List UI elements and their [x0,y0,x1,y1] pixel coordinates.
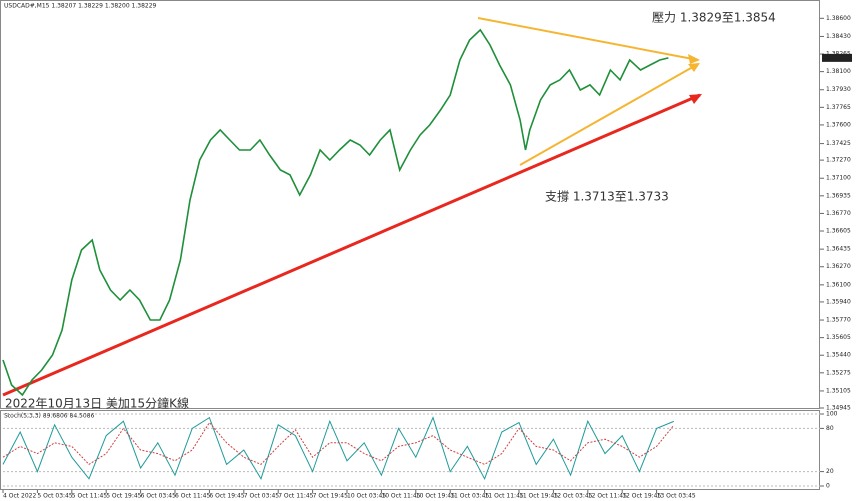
x-tick-label: 7 Oct 19:45 [313,493,348,500]
y-tick-label: 1.36935 [826,192,851,199]
y-tick-label: 1.37765 [826,104,851,111]
y-tick-label: 1.38430 [826,33,851,40]
x-tick-label: 6 Oct 19:45 [209,493,244,500]
y-tick-label: 0 [826,483,830,490]
resistance-note: 壓力 1.3829至1.3854 [652,11,776,25]
x-tick-label: 13 Oct 03:45 [657,493,696,500]
upper-triangle-line [477,17,699,61]
y-tick-label: 1.38100 [826,68,851,75]
y-tick-label: 1.35605 [826,334,851,341]
lower-triangle-line [519,63,699,166]
y-tick-label: 1.37930 [826,86,851,93]
x-tick-label: 12 Oct 03:45 [553,493,592,500]
y-tick-label: 20 [826,468,834,475]
x-tick-label: 10 Oct 19:45 [416,493,455,500]
support-note: 支撐 1.3713至1.3733 [545,190,669,204]
y-tick-label: 1.35105 [826,387,851,394]
x-tick-label: 7 Oct 03:45 [244,493,279,500]
y-tick-label: 1.37425 [826,140,851,147]
x-tick-label: 6 Oct 03:45 [141,493,176,500]
x-tick-label: 11 Oct 11:45 [485,493,524,500]
stoch-header: Stoch(5,3,3) 89.6806 84.5086 [4,413,95,420]
x-tick-label: 11 Oct 19:45 [519,493,558,500]
y-tick-label: 1.36270 [826,263,851,270]
price-tag [822,53,852,62]
y-tick-label: 80 [826,425,834,432]
x-tick-label: 10 Oct 11:45 [381,493,420,500]
y-tick-label: 1.37270 [826,157,851,164]
y-tick-label: 1.34945 [826,405,851,412]
x-tick-label: 12 Oct 19:45 [622,493,661,500]
x-tick-label: 11 Oct 03:45 [450,493,489,500]
x-tick-label: 12 Oct 11:45 [588,493,627,500]
arrow-head [688,54,700,64]
symbol-header: USDCAD#,M15 1.38207 1.38229 1.38200 1.38… [4,3,157,10]
arrow-head [689,94,702,104]
y-tick-label: 1.35275 [826,369,851,376]
price-tag-label: 1.38229 [825,54,850,61]
support-trendline [2,93,701,397]
series-line [2,28,669,397]
series-line [2,421,675,466]
y-tick-label: 1.36435 [826,246,851,253]
y-tick-label: 100 [826,411,838,418]
y-tick-label: 1.36100 [826,281,851,288]
x-tick-label: 5 Oct 03:45 [37,493,72,500]
price-frame [0,0,820,409]
x-tick-label: 4 Oct 2022 [3,493,36,500]
y-tick-label: 1.35770 [826,317,851,324]
y-tick-label: 1.36770 [826,210,851,217]
stoch-frame [0,410,820,490]
y-tick-label: 1.36605 [826,228,851,235]
x-tick-label: 6 Oct 11:45 [175,493,210,500]
arrow-head [688,63,700,72]
x-tick-label: 10 Oct 03:45 [347,493,386,500]
y-tick-label: 1.37100 [826,175,851,182]
series-line [2,416,674,481]
chart-title: 2022年10月13日 美加15分鐘K線 [5,396,189,411]
x-tick-label: 5 Oct 11:45 [72,493,107,500]
y-tick-label: 1.35940 [826,298,851,305]
x-tick-label: 5 Oct 19:45 [106,493,141,500]
y-tick-label: 1.35440 [826,352,851,359]
y-tick-label: 1.37600 [826,121,851,128]
x-tick-label: 7 Oct 11:45 [278,493,313,500]
y-tick-label: 1.38600 [826,15,851,22]
